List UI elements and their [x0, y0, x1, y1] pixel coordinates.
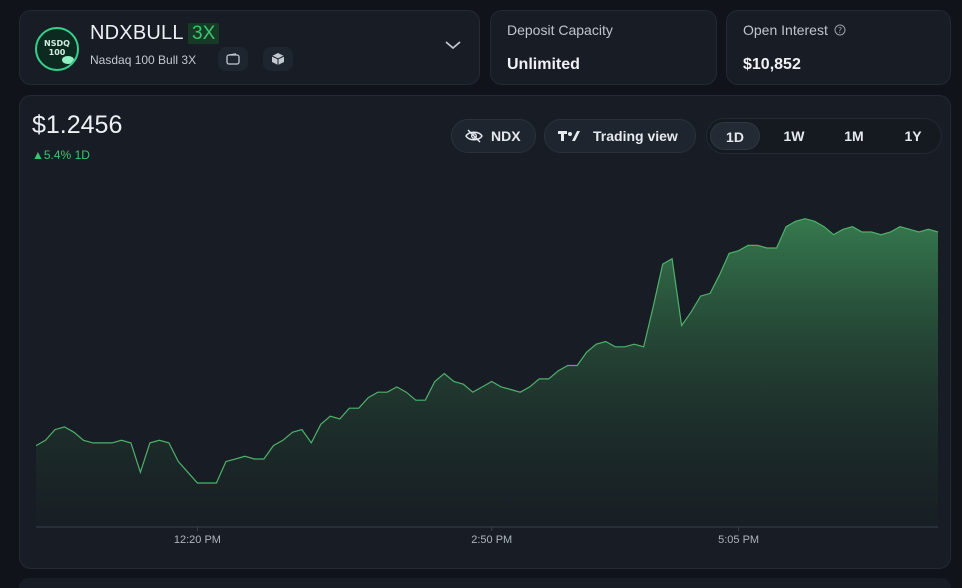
open-interest-card: Open Interest ? $10,852	[726, 10, 951, 85]
deposit-capacity-label: Deposit Capacity	[507, 22, 613, 38]
next-panel-edge	[19, 578, 951, 588]
token-logo: NSDQ 100	[35, 27, 79, 71]
open-interest-label-text: Open Interest	[743, 22, 828, 38]
x-tick-label: 2:50 PM	[471, 534, 512, 546]
logo-text-top: NSDQ	[44, 39, 70, 48]
range-1d-button[interactable]: 1D	[710, 122, 760, 150]
x-tick-label: 12:20 PM	[174, 534, 221, 546]
cube-button[interactable]	[263, 47, 293, 71]
price-line	[35, 218, 939, 484]
chart-card: 12:20 PM2:50 PM5:05 PM7:20 PM9:35 PM12:0…	[19, 95, 951, 569]
wallet-button[interactable]	[218, 47, 248, 71]
cube-icon	[271, 53, 285, 65]
range-1m-button[interactable]: 1M	[844, 128, 864, 144]
bull-icon	[62, 56, 74, 64]
price-change: ▲5.4% 1D	[32, 148, 90, 162]
price-chart: 12:20 PM2:50 PM5:05 PM7:20 PM9:35 PM12:0…	[35, 218, 939, 546]
token-name: Nasdaq 100 Bull 3X	[90, 53, 197, 67]
open-interest-label: Open Interest ?	[743, 22, 846, 38]
token-card[interactable]: NSDQ 100 NDXBULL 3X Nasdaq 100 Bull 3X	[19, 10, 480, 85]
ndx-label: NDX	[491, 128, 521, 144]
trading-view-label: Trading view	[593, 128, 678, 144]
current-price: $1.2456	[32, 111, 123, 139]
eye-off-icon	[465, 129, 483, 143]
price-area	[36, 218, 938, 527]
tradingview-icon	[558, 131, 580, 141]
token-symbol: NDXBULL	[90, 22, 184, 44]
deposit-capacity-value: Unlimited	[507, 56, 580, 73]
time-range-selector: 1D 1W 1M 1Y	[706, 118, 942, 154]
open-interest-value: $10,852	[743, 56, 801, 73]
trading-view-button[interactable]: Trading view	[544, 119, 696, 153]
logo-text-bottom: 100	[48, 48, 66, 57]
svg-text:?: ?	[838, 26, 842, 35]
wallet-icon	[226, 53, 240, 65]
chevron-down-icon[interactable]	[444, 39, 462, 51]
help-icon[interactable]: ?	[834, 24, 846, 36]
x-tick-label: 5:05 PM	[718, 534, 759, 546]
range-1w-button[interactable]: 1W	[783, 128, 805, 144]
deposit-capacity-card: Deposit Capacity Unlimited	[490, 10, 717, 85]
leverage-badge: 3X	[188, 23, 220, 44]
ndx-toggle-button[interactable]: NDX	[451, 119, 536, 153]
range-1y-button[interactable]: 1Y	[904, 128, 922, 144]
